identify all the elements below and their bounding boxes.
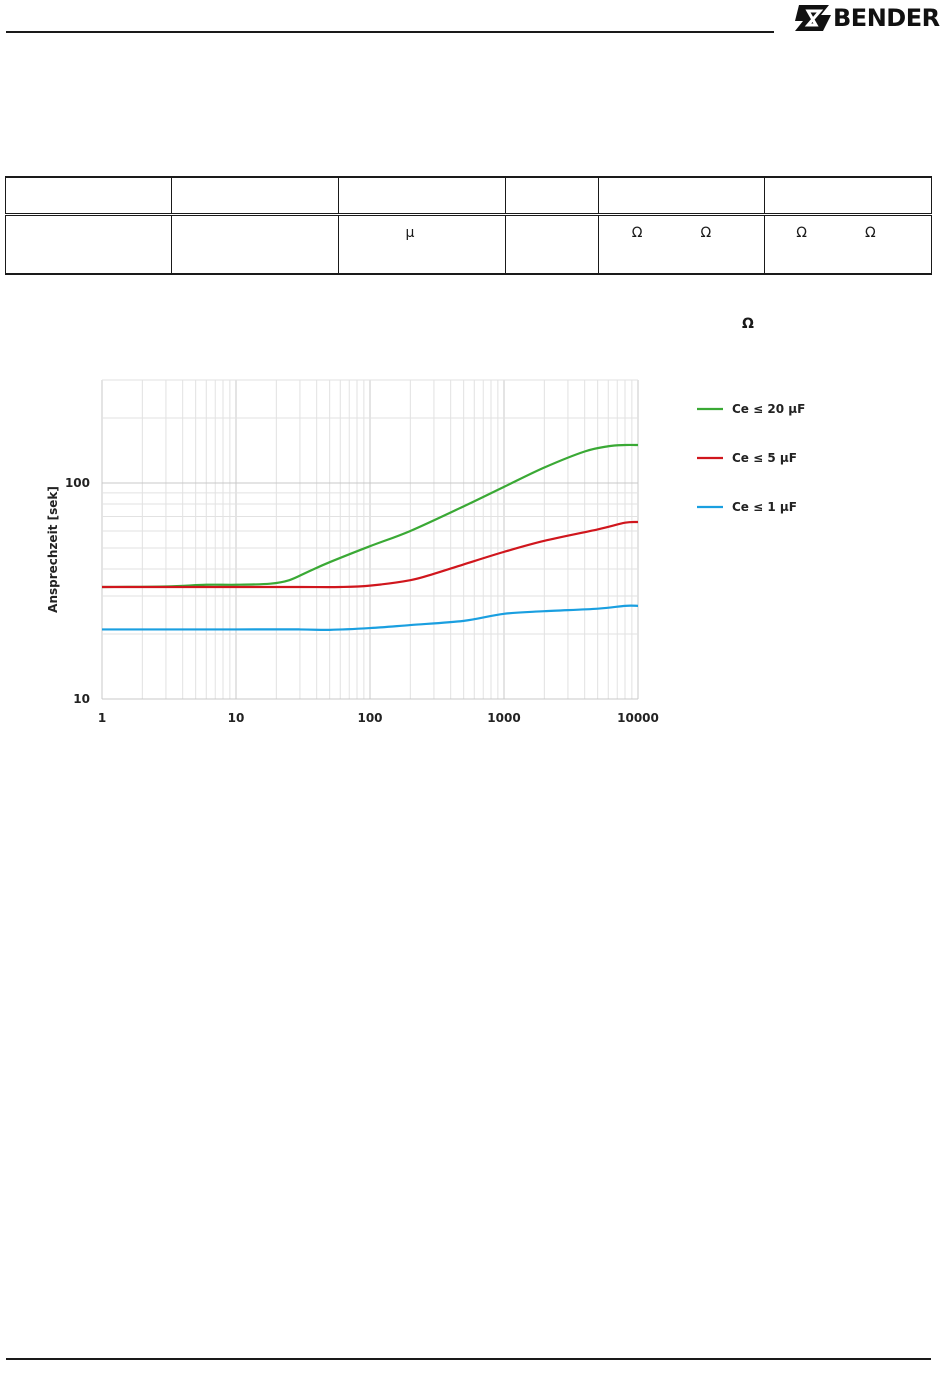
y-axis-title: Ansprechzeit [sek]	[46, 486, 60, 613]
ohm-unit-label: Ω	[742, 316, 754, 332]
x-tick-label: 10	[228, 711, 245, 725]
table-cell	[171, 214, 339, 275]
omega-symbol: Ω	[865, 224, 876, 241]
table-header-cell	[171, 176, 339, 216]
chart-series	[101, 443, 639, 632]
table-cell	[5, 214, 172, 275]
bender-logo: BENDER	[795, 3, 940, 35]
omega-symbol: Ω	[796, 224, 807, 241]
legend-entry: Ce ≤ 5 µF	[732, 451, 797, 465]
legend-entry: Ce ≤ 1 µF	[732, 500, 797, 514]
table-header-cell	[598, 176, 765, 216]
y-tick-label: 100	[65, 476, 90, 490]
x-tick-label: 1000	[487, 711, 520, 725]
table-cell	[505, 214, 599, 275]
x-tick-label: 10000	[617, 711, 659, 725]
table-cell: Ω Ω	[598, 214, 765, 275]
table-header-cell	[5, 176, 172, 216]
table-cell: μ	[338, 214, 506, 275]
spec-table: μ Ω Ω Ω Ω	[5, 176, 932, 275]
mu-symbol: μ	[405, 224, 415, 241]
table-header-cell	[764, 176, 932, 216]
y-tick-label: 10	[73, 692, 90, 706]
x-tick-label: 100	[357, 711, 382, 725]
table-header-cell	[505, 176, 599, 216]
x-tick-label: 1	[98, 711, 106, 725]
footer-rule	[6, 1358, 931, 1360]
table-header-cell	[338, 176, 506, 216]
table-header-row	[5, 176, 932, 216]
series-line	[101, 443, 639, 589]
table-cell: Ω Ω	[764, 214, 932, 275]
chart-legend: Ce ≤ 20 µF Ce ≤ 5 µF Ce ≤ 1 µF	[697, 402, 805, 514]
chart-tick-labels: 1 10 100 1000 10000 10 100	[65, 476, 659, 725]
chart-grid	[101, 379, 639, 700]
header-rule	[6, 31, 774, 33]
bender-logo-icon	[795, 5, 831, 31]
legend-entry: Ce ≤ 20 µF	[732, 402, 805, 416]
response-time-chart: 1 10 100 1000 10000 10 100 Ce ≤ 20 µF Ce ≤ 5 µF…	[46, 379, 805, 725]
series-line	[101, 520, 639, 589]
omega-symbol: Ω	[631, 224, 643, 241]
table-row: μ Ω Ω Ω Ω	[5, 214, 932, 275]
series-line	[102, 604, 639, 632]
omega-symbol: Ω	[700, 224, 712, 241]
logo-text: BENDER	[833, 4, 940, 32]
